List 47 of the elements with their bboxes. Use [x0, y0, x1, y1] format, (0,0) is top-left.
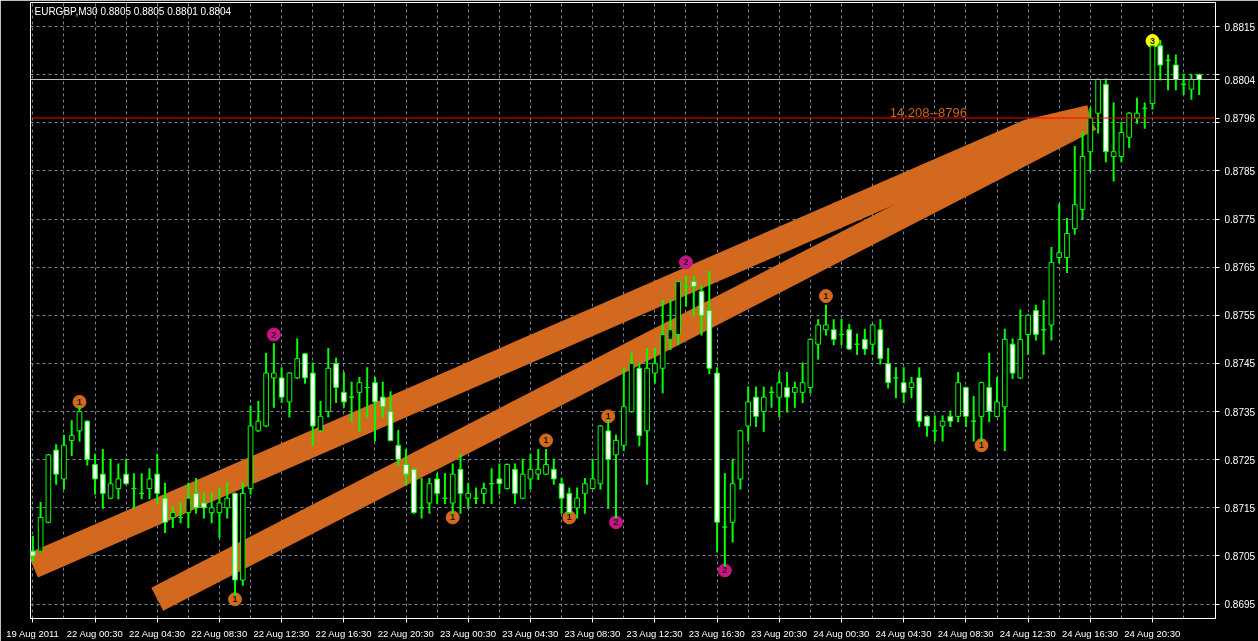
x-tick-label: 23 Aug 04:30: [502, 627, 559, 639]
x-tick-label: 22 Aug 20:30: [377, 627, 434, 639]
ref-line-label: 0.8796: [1224, 113, 1256, 124]
text: 1: [450, 512, 456, 523]
x-tick-label: 22 Aug 08:30: [191, 627, 248, 639]
text: 1: [566, 512, 572, 523]
y-tick-label: 0.8745: [1224, 358, 1256, 370]
y-tick-label: 0.8775: [1224, 214, 1256, 226]
text: 2: [613, 517, 619, 528]
chart-title: EURGBP,M30 0.8805 0.8805 0.8801 0.8804: [34, 5, 232, 17]
x-tick-label: 22 Aug 16:30: [315, 627, 372, 639]
x-tick-label: 24 Aug 20:30: [1124, 627, 1181, 639]
x-tick-label: 23 Aug 00:30: [440, 627, 496, 639]
text: 2: [722, 565, 728, 576]
annotation: 14.208--8796: [889, 105, 967, 120]
y-tick-label: 0.8765: [1224, 262, 1256, 274]
x-tick-label: 24 Aug 08:30: [937, 627, 994, 639]
x-tick-label: 24 Aug 04:30: [875, 627, 932, 639]
y-tick-label: 0.8715: [1224, 502, 1256, 514]
y-tick-label: 0.8815: [1224, 21, 1256, 33]
y-tick-label: 0.8785: [1224, 165, 1256, 177]
text: 1: [605, 411, 611, 422]
text: 1: [76, 396, 82, 407]
series-label: 2: [683, 257, 689, 268]
y-tick-label: 0.8735: [1224, 406, 1256, 418]
x-tick-label: 22 Aug 04:30: [128, 627, 185, 639]
y-tick-label: 0.8725: [1224, 454, 1256, 466]
text: 1: [543, 435, 549, 446]
x-tick-label: 24 Aug 12:30: [999, 627, 1056, 639]
x-tick-label: 23 Aug 12:30: [626, 627, 683, 639]
x-tick-label: 19 Aug 2011: [6, 627, 59, 639]
y-tick-label: 0.8695: [1224, 599, 1256, 611]
x-tick-label: 23 Aug 16:30: [688, 627, 745, 639]
x-tick-label: 24 Aug 00:30: [813, 627, 870, 639]
ref-line-label: 0.8804: [1224, 74, 1256, 86]
y-tick-label: 0.8705: [1224, 550, 1256, 562]
x-tick-label: 24 Aug 16:30: [1062, 627, 1119, 639]
text: 1: [232, 594, 238, 605]
y-tick-label: 0.8755: [1224, 310, 1256, 322]
x-tick-label: 22 Aug 12:30: [253, 627, 310, 639]
text: 1: [978, 440, 984, 451]
x-tick-label: 23 Aug 08:30: [564, 627, 621, 639]
series-label: 1: [823, 291, 829, 302]
x-tick-label: 22 Aug 00:30: [66, 627, 123, 639]
x-tick-label: 23 Aug 20:30: [751, 627, 808, 639]
series-label: 3: [1150, 36, 1156, 46]
text: 2: [271, 329, 277, 340]
